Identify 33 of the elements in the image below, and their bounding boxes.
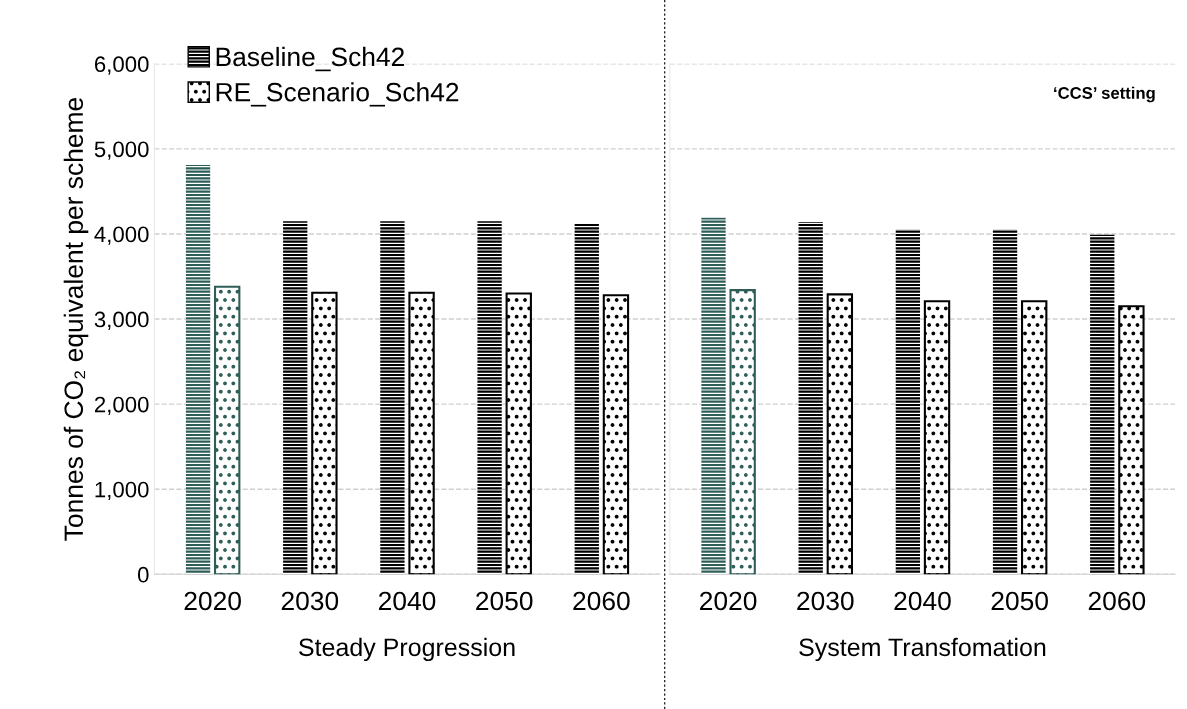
bar — [1021, 300, 1048, 575]
x-tick-label: 2050 — [991, 591, 1048, 611]
x-tick-label: 2060 — [1088, 591, 1146, 611]
x-tick-label: 2040 — [894, 591, 951, 611]
bar — [1090, 234, 1115, 575]
x-tick-label: 2060 — [573, 591, 630, 611]
bar — [826, 293, 854, 575]
bar — [701, 217, 726, 575]
x-tick-label: 2040 — [378, 591, 436, 611]
x-axis-title: Steady Progression — [299, 637, 515, 662]
y-tick-label: 4,000 — [94, 226, 149, 245]
legend-label: RE_Scenario_Sch42 — [216, 82, 459, 107]
y-tick-label: 3,000 — [94, 311, 149, 330]
bar — [1118, 305, 1145, 575]
bar — [992, 229, 1018, 575]
bar — [798, 222, 823, 575]
bar — [729, 289, 756, 575]
x-tick-label: 2030 — [797, 591, 854, 611]
y-tick-label: 1,000 — [95, 481, 149, 501]
y-tick-label: 6,000 — [94, 56, 149, 75]
x-tick-label: 2030 — [281, 591, 339, 611]
bar — [923, 300, 951, 575]
x-axis-title: System Transfomation — [799, 637, 1046, 662]
y-tick-label: 0 — [137, 566, 149, 583]
legend-label: Baseline_Sch42 — [216, 46, 404, 72]
x-tick-label: 2050 — [476, 591, 533, 611]
x-tick-label: 2020 — [700, 591, 757, 611]
annotation: ‘CCS’ setting — [1054, 86, 1155, 103]
x-tick-label: 2020 — [184, 591, 241, 611]
y-tick-label: 2,000 — [94, 396, 149, 416]
y-tick-label: 5,000 — [94, 141, 149, 160]
y-axis-title: Tonnes of CO₂ equivalent per scheme — [63, 97, 89, 541]
bar — [895, 229, 921, 575]
